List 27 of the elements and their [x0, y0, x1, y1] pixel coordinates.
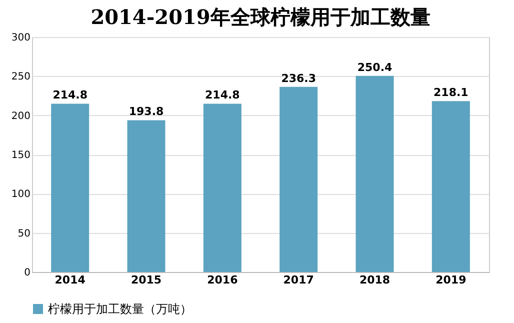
y-tick-label: 100	[11, 189, 30, 200]
bar	[51, 104, 90, 272]
bar	[127, 120, 166, 272]
bar	[356, 76, 394, 272]
bar	[432, 101, 470, 272]
x-tick-label: 2017	[283, 274, 314, 286]
y-tick-label: 250	[11, 72, 30, 83]
y-tick-label: 150	[11, 150, 30, 161]
x-tick-label: 2018	[359, 274, 390, 286]
data-label: 214.8	[52, 88, 88, 102]
y-tick-label: 200	[11, 110, 30, 122]
chart-title: 2014-2019年全球柠檬用于加工数量	[90, 5, 430, 29]
x-tick-label: 2019	[436, 274, 466, 286]
data-label: 218.1	[434, 86, 468, 100]
data-label: 250.4	[357, 60, 392, 74]
bar	[280, 86, 318, 272]
x-tick-label: 2014	[54, 274, 86, 286]
x-tick-label: 2016	[207, 274, 238, 286]
y-tick-label: 50	[18, 228, 30, 240]
bar	[203, 104, 242, 272]
data-label: 193.8	[128, 105, 164, 118]
y-tick-label: 0	[24, 268, 30, 278]
data-label: 236.3	[281, 72, 316, 85]
x-tick-label: 2015	[130, 274, 162, 286]
legend-label: 柠檬用于加工数量（万吨）	[48, 302, 192, 316]
y-tick-label: 300	[11, 32, 30, 44]
data-label: 214.8	[205, 88, 240, 102]
